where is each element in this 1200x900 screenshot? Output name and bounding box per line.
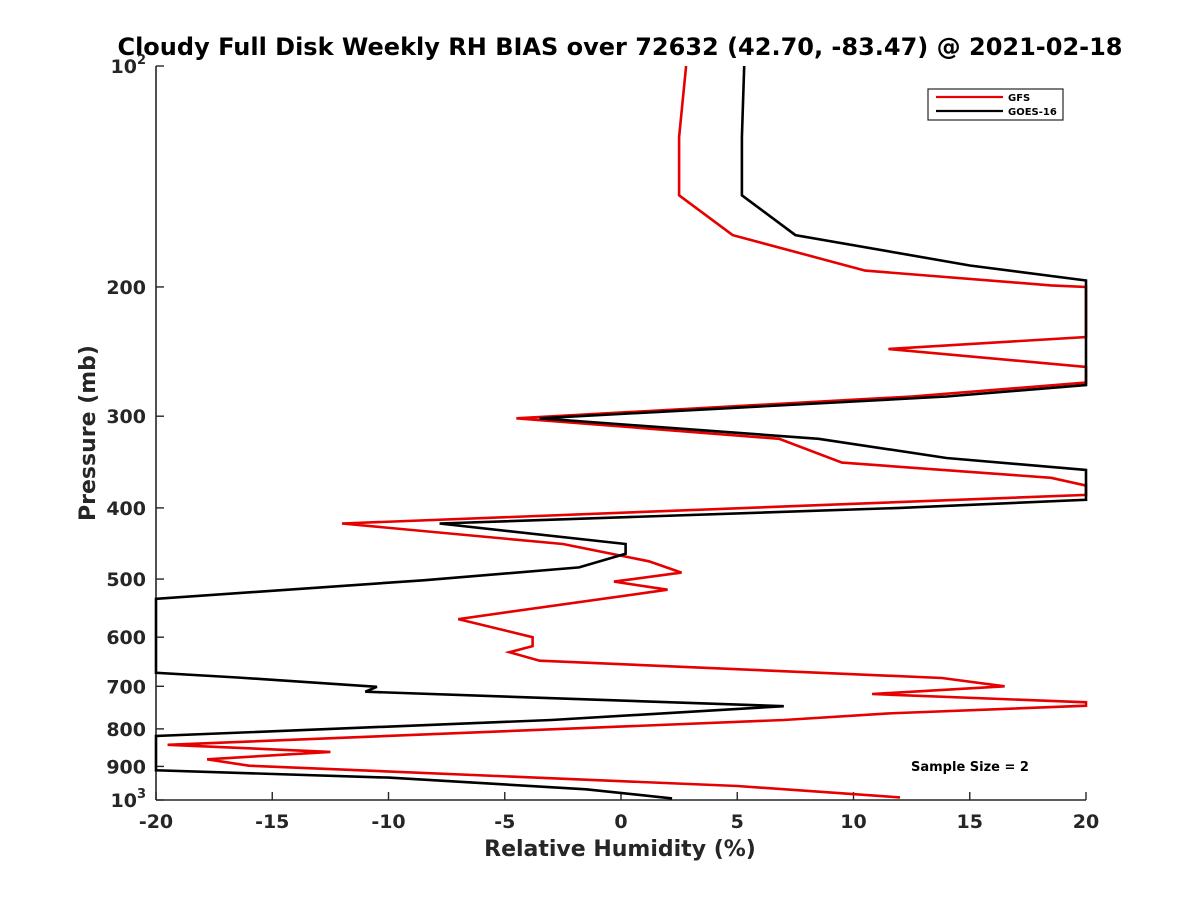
- x-tick-label: 15: [957, 811, 983, 833]
- chart-title: Cloudy Full Disk Weekly RH BIAS over 726…: [117, 33, 1122, 61]
- x-tick-label: -10: [371, 811, 405, 833]
- y-tick-label: 500: [106, 569, 146, 591]
- y-tick-label: 103: [111, 787, 147, 812]
- x-tick-label: 5: [731, 811, 744, 833]
- series-line-goes16: [154, 65, 1088, 800]
- legend-label-gfs: GFS: [1008, 93, 1030, 104]
- y-tick-exponent: 2: [137, 53, 146, 68]
- sample-size-annotation: Sample Size = 2: [911, 760, 1029, 775]
- legend-box: [927, 88, 1064, 121]
- x-tick-label: 10: [840, 811, 866, 833]
- y-tick-label: 102: [111, 53, 147, 78]
- y-tick-label: 900: [106, 756, 146, 778]
- series-layer: [154, 65, 1088, 800]
- y-tick-label: 300: [106, 406, 146, 428]
- x-tick-label: -20: [139, 811, 173, 833]
- x-axis-label: Relative Humidity (%): [484, 837, 756, 862]
- y-tick-exponent: 3: [137, 787, 146, 802]
- x-ticks: -20 -15 -10 -5 0 5 10 15 20: [139, 792, 1099, 833]
- x-tick-label: -5: [494, 811, 515, 833]
- y-tick-label: 800: [106, 719, 146, 741]
- legend: GFS GOES-16: [927, 88, 1064, 121]
- x-tick-label: -15: [255, 811, 289, 833]
- legend-label-goes16: GOES-16: [1008, 107, 1057, 118]
- y-tick-base: 10: [111, 56, 137, 78]
- y-tick-label: 600: [106, 627, 146, 649]
- x-tick-label: 20: [1073, 811, 1099, 833]
- y-tick-base: 10: [111, 790, 137, 812]
- y-tick-label: 200: [106, 277, 146, 299]
- series-line-gfs: [167, 65, 1088, 799]
- y-tick-label: 700: [106, 676, 146, 698]
- y-tick-label: 400: [106, 498, 146, 520]
- x-tick-label: 0: [614, 811, 627, 833]
- y-axis-label: Pressure (mb): [76, 345, 101, 521]
- plot-area: -20 -15 -10 -5 0 5 10 15 20 10220030040050060070…: [106, 53, 1099, 833]
